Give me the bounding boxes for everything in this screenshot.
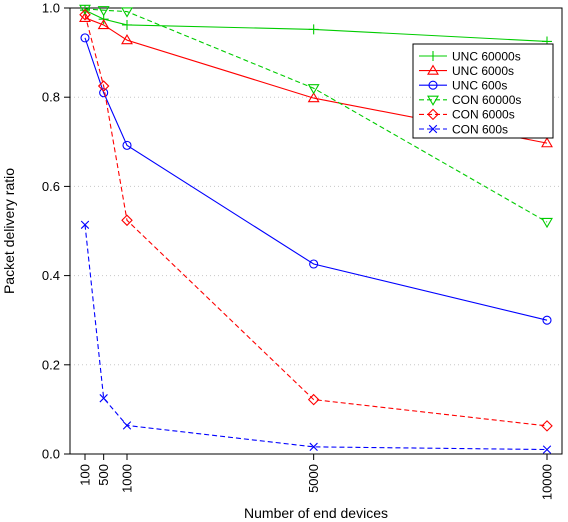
legend-box [412, 43, 554, 139]
x-tick-label: 10000 [540, 464, 555, 500]
legend-label: CON 600s [452, 122, 508, 136]
x-tick-label: 500 [96, 464, 111, 486]
data-point [99, 394, 108, 403]
y-axis: 0.0 0.2 0.4 0.6 0.8 1.0 [42, 1, 70, 462]
legend-entry: CON 6000s [419, 108, 515, 122]
legend-label: UNC 60000s [452, 49, 521, 63]
y-tick-label: 0.0 [42, 447, 60, 462]
series-con-6000s [79, 8, 553, 432]
legend-entry: CON 60000s [419, 93, 521, 107]
data-point [308, 24, 319, 35]
legend-entry: UNC 600s [419, 79, 507, 93]
data-point [427, 64, 439, 75]
series-line [84, 14, 548, 427]
y-tick-label: 1.0 [42, 1, 60, 16]
data-point [428, 51, 438, 61]
data-point [97, 6, 110, 17]
legend-label: UNC 6000s [452, 64, 514, 78]
data-point [541, 217, 553, 229]
y-tick-label: 0.4 [42, 268, 60, 283]
series-con-600s [80, 220, 552, 454]
data-point [79, 8, 91, 21]
data-point [542, 315, 552, 325]
data-point [541, 420, 553, 432]
series-con-60000s [79, 4, 553, 229]
series-line [84, 8, 548, 223]
data-point [428, 124, 438, 134]
data-point [542, 445, 552, 454]
data-point [428, 80, 438, 90]
data-point [427, 108, 439, 121]
x-tick-label: 100 [78, 464, 93, 486]
x-tick-label: 5000 [306, 464, 321, 493]
data-series [79, 4, 553, 454]
data-point [307, 393, 320, 406]
series-unc-60000s [80, 5, 552, 47]
legend-label: UNC 600s [452, 79, 507, 93]
series-line [84, 9, 548, 42]
data-point [80, 220, 90, 229]
series-line [84, 37, 548, 321]
series-line [84, 224, 548, 451]
y-tick-label: 0.2 [42, 357, 60, 372]
data-point [122, 140, 132, 150]
legend-entry: UNC 60000s [419, 49, 521, 63]
data-point [79, 4, 91, 15]
data-point [122, 19, 132, 30]
data-point [307, 91, 320, 103]
data-point [309, 259, 319, 269]
data-point [541, 137, 553, 148]
data-point [309, 442, 318, 452]
data-point [121, 7, 133, 18]
y-tick-label: 0.8 [42, 90, 60, 105]
legend-label: CON 60000s [452, 93, 521, 107]
data-point [307, 84, 320, 95]
y-axis-label: Packet delivery ratio [1, 168, 17, 294]
data-point [121, 34, 133, 45]
data-point [122, 421, 132, 430]
series-line [84, 17, 548, 144]
data-point [80, 33, 90, 43]
x-tick-label: 1000 [120, 464, 135, 493]
y-tick-label: 0.6 [42, 179, 60, 194]
legend-entry: CON 600s [419, 122, 508, 136]
data-point [97, 80, 110, 92]
legend-label: CON 6000s [452, 108, 515, 122]
data-point [121, 214, 133, 227]
x-axis-label: Number of end devices [244, 505, 388, 521]
data-point [427, 95, 439, 106]
data-point [97, 18, 110, 30]
plot-frame [69, 7, 563, 455]
x-axis: 100 500 1000 5000 10000 [78, 454, 555, 500]
legend-entry: UNC 6000s [419, 64, 514, 78]
